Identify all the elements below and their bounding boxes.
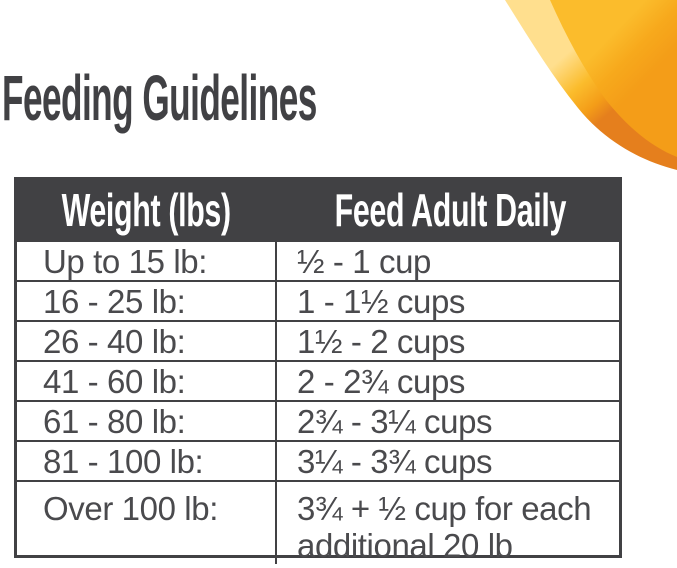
weight-cell: 41 - 60 lb:	[43, 362, 186, 400]
weight-cell: Up to 15 lb:	[43, 242, 207, 280]
feed-cell: 3¼ - 3¾ cups	[275, 442, 619, 480]
column-header-feed: Feed Adult Daily	[334, 184, 567, 236]
table-row: Over 100 lb: 3¾ + ½ cup for each additio…	[17, 480, 619, 564]
weight-cell: 16 - 25 lb:	[43, 282, 186, 320]
table-row: 81 - 100 lb: 3¼ - 3¾ cups	[17, 440, 619, 480]
table-row: Up to 15 lb: ½ - 1 cup	[17, 240, 619, 280]
weight-cell: Over 100 lb:	[43, 490, 218, 527]
feed-cell: ½ - 1 cup	[275, 242, 619, 280]
table-row: 16 - 25 lb: 1 - 1½ cups	[17, 280, 619, 320]
table-row: 61 - 80 lb: 2¾ - 3¼ cups	[17, 400, 619, 440]
weight-cell: 26 - 40 lb:	[43, 322, 186, 360]
page-title: Feeding Guidelines	[2, 66, 574, 130]
table-row: 41 - 60 lb: 2 - 2¾ cups	[17, 360, 619, 400]
feed-cell: 1 - 1½ cups	[275, 282, 619, 320]
feed-cell: 2¾ - 3¼ cups	[275, 402, 619, 440]
page-title-text: Feeding Guidelines	[2, 62, 317, 134]
feed-cell: 2 - 2¾ cups	[275, 362, 619, 400]
weight-cell: 81 - 100 lb:	[43, 442, 204, 480]
table-row: 26 - 40 lb: 1½ - 2 cups	[17, 320, 619, 360]
feed-cell: 3¾ + ½ cup for each additional 20 lb	[275, 482, 619, 564]
column-header-weight: Weight (lbs)	[61, 184, 231, 236]
feed-cell: 1½ - 2 cups	[275, 322, 619, 360]
weight-cell: 61 - 80 lb:	[43, 402, 186, 440]
feeding-table-header-row: Weight (lbs) Feed Adult Daily	[17, 180, 619, 240]
feeding-table: Weight (lbs) Feed Adult Daily Up to 15 l…	[14, 177, 622, 564]
